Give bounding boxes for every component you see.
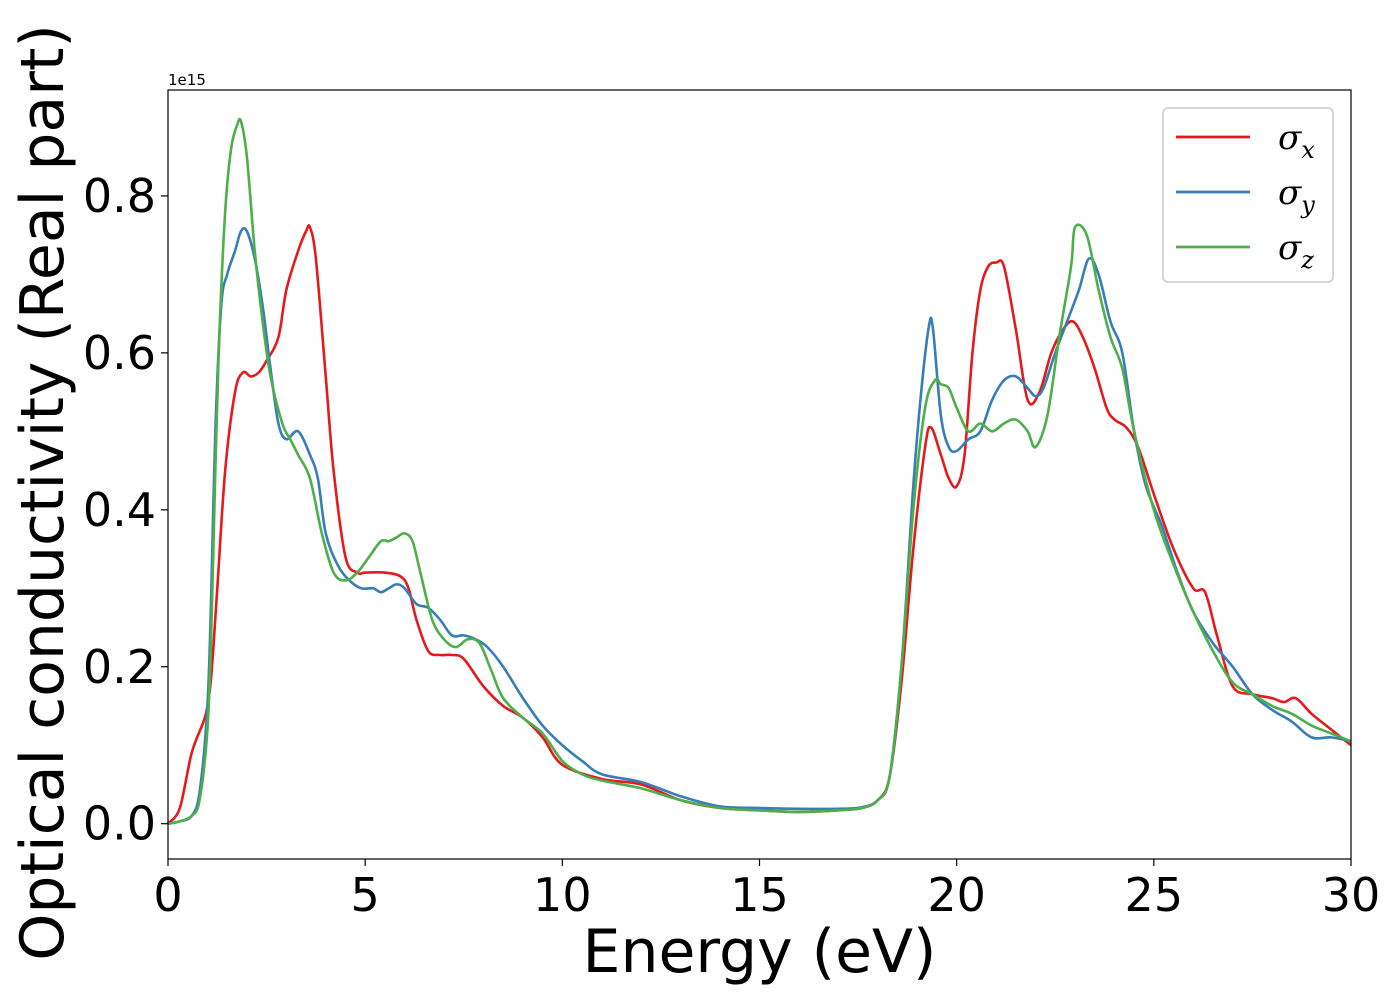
series-line-z [167, 117, 1352, 825]
series-line-y [167, 227, 1352, 825]
legend-label: σx [1278, 118, 1315, 164]
x-tick-label: 30 [1322, 868, 1381, 922]
x-axis: 0 5 10 15 20 25 30 [153, 859, 1380, 922]
y-tick-label: 0.8 [83, 169, 156, 223]
y-axis-title: Optical conductivity (Real part) [8, 24, 78, 961]
legend-label: σy [1278, 173, 1315, 219]
legend-box [1162, 107, 1334, 283]
x-tick-label: 5 [351, 868, 380, 922]
legend: σx σy σz [1162, 107, 1334, 283]
y-offset-label: 1e15 [168, 71, 206, 89]
x-tick-label: 25 [1125, 868, 1184, 922]
series-layer [166, 117, 1352, 825]
x-tick-label: 0 [153, 868, 182, 922]
y-tick-label: 0.6 [83, 326, 156, 380]
y-axis: 0.0 0.2 0.4 0.6 0.8 [83, 169, 168, 851]
y-tick-label: 0.4 [83, 483, 156, 537]
x-tick-label: 20 [927, 868, 986, 922]
legend-label: σz [1278, 228, 1314, 274]
legend-item-x: σx [1176, 118, 1315, 164]
x-tick-label: 15 [730, 868, 789, 922]
x-axis-title: Energy (eV) [583, 917, 937, 987]
legend-item-y: σy [1176, 173, 1315, 219]
y-tick-label: 0.0 [83, 797, 156, 851]
legend-item-z: σz [1176, 228, 1314, 274]
x-tick-label: 10 [533, 868, 592, 922]
y-tick-label: 0.2 [83, 640, 156, 694]
